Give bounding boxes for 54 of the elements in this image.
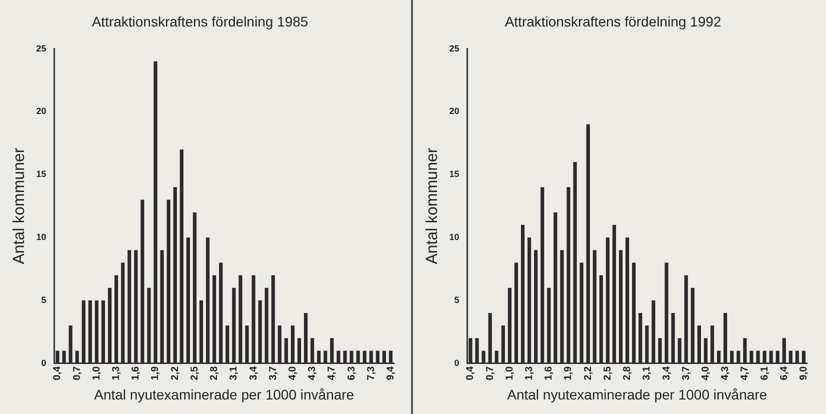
y-tick-label: 5	[41, 294, 46, 305]
x-tick-label: 9,0	[798, 366, 810, 380]
y-axis-title: Antal kommuner	[11, 147, 28, 264]
x-tick-label: 3,4	[248, 366, 260, 380]
x-tick-label: 2,5	[602, 366, 614, 380]
x-tick-label: 2,8	[622, 366, 634, 380]
x-tick-label: 4,0	[700, 366, 712, 380]
y-tick-label: 25	[36, 43, 46, 54]
x-tick-label: 1,6	[544, 366, 555, 380]
x-tick-label: 0,4	[465, 366, 476, 380]
y-tick-label: 20	[449, 106, 460, 116]
y-tick-label: 10	[449, 232, 460, 242]
x-tick-label: 3,4	[661, 366, 672, 380]
y-tick-label: 15	[36, 169, 46, 180]
x-tick-label: 4,0	[287, 366, 298, 380]
x-tick-label: 2,5	[189, 366, 200, 380]
y-tick-label: 25	[449, 43, 460, 54]
x-tick-label: 4,7	[740, 366, 751, 380]
x-tick-label: 3,7	[268, 366, 279, 380]
x-tick-label: 1,9	[563, 366, 574, 380]
x-tick-label: 1,6	[130, 366, 142, 380]
y-tick-label: 0	[41, 358, 46, 368]
x-axis-title: Antal nyutexaminerade per 1000 invånare	[94, 386, 354, 402]
y-tick-label: 10	[36, 232, 46, 242]
x-tick-label: 7,3	[366, 366, 377, 380]
x-tick-label: 3,7	[680, 366, 692, 380]
x-tick-label: 2,2	[170, 366, 181, 380]
y-tick-label: 15	[449, 169, 460, 180]
x-tick-label: 4,3	[307, 366, 318, 380]
x-tick-label: 3,1	[642, 366, 653, 380]
x-tick-label: 1,0	[504, 366, 516, 380]
x-tick-label: 0,7	[72, 366, 83, 380]
y-tick-label: 20	[36, 106, 46, 116]
chart-title: Attraktionskraftens fördelning 1992	[504, 13, 722, 30]
x-tick-label: 1,9	[150, 366, 162, 380]
chart-title: Attraktionskraftens fördelning 1985	[92, 13, 308, 30]
x-tick-label: 6,4	[778, 366, 790, 380]
x-tick-label: 0,7	[484, 366, 496, 380]
y-axis-title: Antal kommuner	[424, 147, 442, 264]
x-tick-label: 3,1	[228, 366, 240, 380]
x-tick-label: 6,1	[759, 366, 770, 380]
x-tick-label: 4,7	[326, 366, 338, 380]
x-tick-label: 1,3	[524, 366, 536, 380]
x-tick-label: 2,8	[209, 366, 220, 380]
y-tick-label: 0	[454, 358, 460, 368]
y-tick-label: 5	[454, 294, 460, 305]
x-tick-label: 6,3	[346, 366, 358, 380]
x-tick-label: 9,4	[385, 366, 396, 380]
x-tick-label: 4,3	[720, 366, 732, 380]
x-axis-title: Antal nyutexaminerade per 1000 invånare	[507, 386, 768, 402]
x-tick-label: 0,4	[52, 366, 64, 380]
x-tick-label: 1,3	[111, 366, 122, 380]
x-tick-label: 2,2	[582, 366, 594, 380]
x-tick-label: 1,0	[91, 366, 102, 380]
